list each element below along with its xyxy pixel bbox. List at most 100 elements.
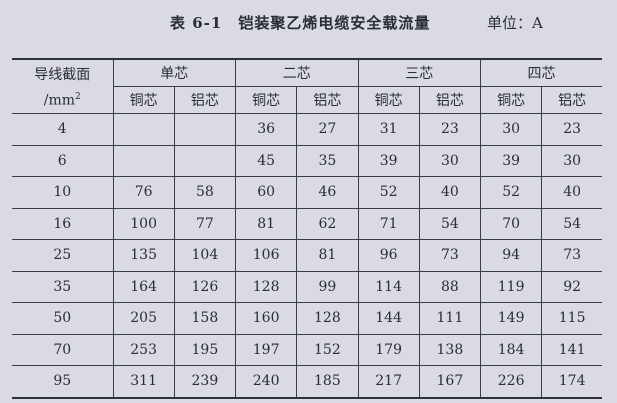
ampacity-cell: 77 [173, 207, 237, 240]
unit-label: 单位：A [487, 14, 543, 32]
ampacity-cell: 119 [479, 270, 543, 303]
sub-header-aluminum: 铝芯 [418, 86, 482, 114]
ampacity-cell: 149 [479, 302, 543, 335]
group-header-single: 单芯 [112, 58, 236, 87]
ampacity-cell: 126 [173, 270, 237, 303]
ampacity-cell: 111 [418, 302, 482, 335]
cross-section-header: 导线截面 /mm2 [12, 58, 114, 114]
sub-header-copper: 铜芯 [479, 86, 543, 114]
ampacity-cell: 135 [112, 239, 175, 272]
ampacity-cell: 94 [479, 239, 543, 272]
sub-header-aluminum: 铝芯 [541, 86, 602, 114]
table-caption: 铠装聚乙烯电缆安全载流量 [238, 14, 431, 32]
table-row: 35 164 126 128 99 114 88 119 92 [12, 270, 602, 303]
ampacity-cell: 31 [357, 113, 420, 146]
cross-section-label: 导线截面 [34, 67, 91, 84]
ampacity-cell: 174 [541, 365, 602, 398]
ampacity-cell: 240 [234, 365, 298, 398]
ampacity-cell: 185 [296, 365, 359, 398]
ampacity-cell: 195 [173, 333, 237, 366]
ampacity-cell [112, 113, 175, 146]
ampacity-cell: 158 [173, 302, 237, 335]
ampacity-cell: 45 [234, 144, 298, 177]
group-header-two: 二芯 [235, 58, 359, 87]
ampacity-cell: 54 [541, 207, 602, 240]
ampacity-cell: 30 [418, 144, 482, 177]
ampacity-cell: 253 [112, 333, 175, 366]
ampacity-cell: 81 [234, 207, 298, 240]
sub-header-aluminum: 铝芯 [296, 86, 359, 114]
ampacity-cell: 311 [112, 365, 175, 398]
sub-header-copper: 铜芯 [234, 86, 298, 114]
ampacity-cell: 23 [418, 113, 482, 146]
ampacity-cell: 39 [479, 144, 543, 177]
ampacity-cell: 73 [418, 239, 482, 272]
ampacity-cell: 52 [357, 176, 420, 209]
ampacity-cell: 205 [112, 302, 175, 335]
table-title: 表 6-1 铠装聚乙烯电缆安全载流量 [170, 12, 430, 33]
group-header-row: 导线截面 /mm2 单芯 二芯 三芯 四芯 [12, 58, 602, 114]
ampacity-cell: 106 [234, 239, 298, 272]
ampacity-cell: 54 [418, 207, 482, 240]
ampacity-cell: 23 [541, 113, 602, 146]
ampacity-cell: 100 [112, 207, 175, 240]
ampacity-cell: 46 [296, 176, 359, 209]
ampacity-cell: 104 [173, 239, 237, 272]
ampacity-cell: 39 [357, 144, 420, 177]
ampacity-cell: 128 [296, 302, 359, 335]
table-row: 16 100 77 81 62 71 54 70 54 [12, 207, 602, 240]
ampacity-cell: 217 [357, 365, 420, 398]
ampacity-cell [112, 144, 175, 177]
ampacity-cell: 138 [418, 333, 482, 366]
cross-section-cell: 16 [12, 207, 114, 240]
ampacity-cell: 58 [173, 176, 237, 209]
ampacity-cell: 30 [541, 144, 602, 177]
ampacity-cell: 99 [296, 270, 359, 303]
ampacity-cell: 197 [234, 333, 298, 366]
cross-section-cell: 10 [12, 176, 114, 209]
ampacity-cell: 164 [112, 270, 175, 303]
table-number: 表 6-1 [170, 14, 223, 32]
table-row: 50 205 158 160 128 144 111 149 115 [12, 302, 602, 335]
sub-header-copper: 铜芯 [113, 86, 175, 114]
ampacity-cell: 160 [234, 302, 298, 335]
sub-header-aluminum: 铝芯 [173, 86, 237, 114]
ampacity-cell: 30 [479, 113, 543, 146]
cross-section-cell: 95 [12, 365, 114, 398]
ampacity-cell: 141 [541, 333, 602, 366]
ampacity-cell: 114 [357, 270, 420, 303]
ampacity-cell: 40 [418, 176, 482, 209]
ampacity-cell: 92 [541, 270, 602, 303]
cross-section-cell: 4 [12, 113, 114, 146]
ampacity-cell: 27 [296, 113, 359, 146]
ampacity-cell: 76 [112, 176, 175, 209]
ampacity-cell: 239 [173, 365, 237, 398]
ampacity-table: 导线截面 /mm2 单芯 二芯 三芯 四芯 铜芯 铝芯 铜芯 铝芯 铜芯 铝芯 铜芯 铝芯 4… [12, 58, 602, 399]
ampacity-cell: 40 [541, 176, 602, 209]
ampacity-cell: 73 [541, 239, 602, 272]
ampacity-cell: 167 [418, 365, 482, 398]
group-header-three: 三芯 [357, 58, 481, 87]
ampacity-cell: 62 [296, 207, 359, 240]
ampacity-cell: 115 [541, 302, 602, 335]
cross-section-cell: 35 [12, 270, 114, 303]
ampacity-cell: 52 [479, 176, 543, 209]
ampacity-cell: 70 [479, 207, 543, 240]
ampacity-cell: 184 [479, 333, 543, 366]
table-row: 70 253 195 197 152 179 138 184 141 [12, 333, 602, 366]
ampacity-cell: 226 [479, 365, 543, 398]
table-row: 6 45 35 39 30 39 30 [12, 144, 602, 177]
table-row: 10 76 58 60 46 52 40 52 40 [12, 176, 602, 209]
cross-section-cell: 6 [12, 144, 114, 177]
table-row: 4 36 27 31 23 30 23 [12, 113, 602, 146]
sub-header-copper: 铜芯 [357, 86, 420, 114]
ampacity-cell: 88 [418, 270, 482, 303]
ampacity-cell: 36 [234, 113, 298, 146]
cross-section-cell: 50 [12, 302, 114, 335]
ampacity-cell [173, 113, 237, 146]
ampacity-cell: 35 [296, 144, 359, 177]
table-row: 25 135 104 106 81 96 73 94 73 [12, 239, 602, 272]
ampacity-cell: 60 [234, 176, 298, 209]
ampacity-cell: 96 [357, 239, 420, 272]
ampacity-cell: 81 [296, 239, 359, 272]
